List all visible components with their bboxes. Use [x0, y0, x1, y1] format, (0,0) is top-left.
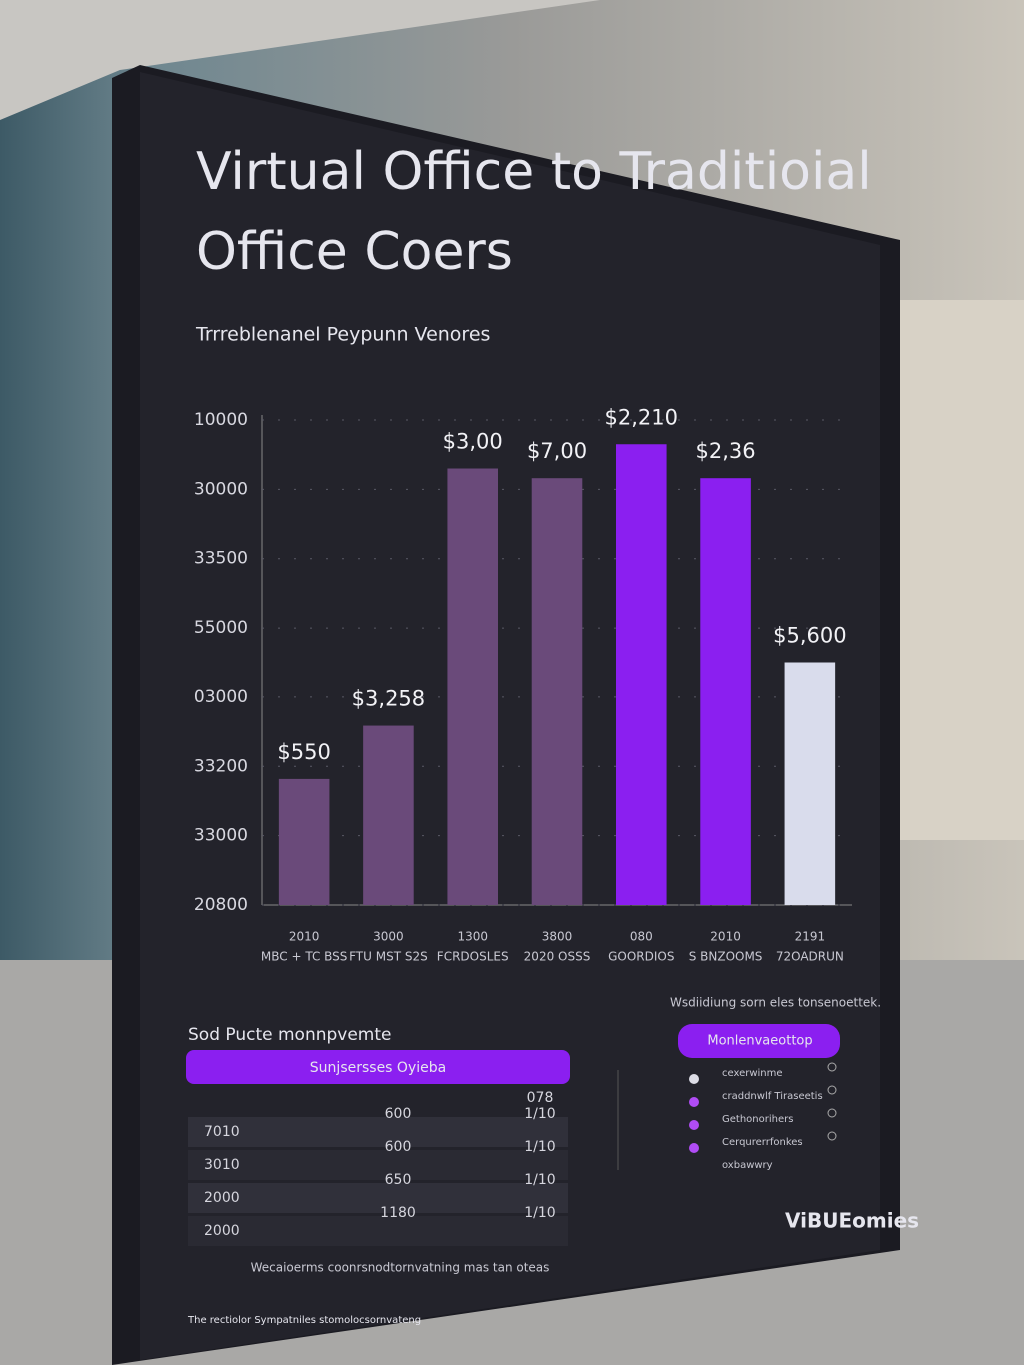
- table-cell: 1/10: [524, 1205, 555, 1221]
- y-tick-label: 10000: [194, 410, 248, 430]
- table-cell: 1/10: [524, 1139, 555, 1155]
- value-label: $2,36: [696, 439, 756, 463]
- x-tick-label: 1300: [457, 930, 488, 944]
- note: Wecaioerms coonrsnodtornvatning mas tan …: [251, 1261, 550, 1275]
- x-tick-sublabel: MBC + TC BSS: [261, 950, 348, 964]
- table-cell: 3010: [204, 1157, 240, 1173]
- item-icon: [689, 1074, 699, 1084]
- table-cell: 1180: [380, 1205, 416, 1221]
- building: [880, 300, 1024, 840]
- value-label: $550: [277, 740, 330, 764]
- ceiling: [0, 0, 600, 120]
- table-cell: 600: [385, 1106, 412, 1122]
- x-tick-sublabel: 72OADRUN: [776, 950, 844, 964]
- bar: [363, 725, 414, 905]
- bar: [531, 478, 583, 905]
- x-tick-sublabel: FTU MST S2S: [349, 950, 428, 964]
- bar: [278, 778, 330, 905]
- table-cell: 1/10: [524, 1172, 555, 1188]
- left-button[interactable]: [186, 1050, 570, 1084]
- header-value: 078: [527, 1090, 554, 1106]
- value-label: $2,210: [605, 405, 678, 429]
- list-item: Gethonorihers: [722, 1114, 793, 1125]
- x-tick-sublabel: S BNZOOMS: [689, 950, 763, 964]
- left-heading: Sod Pucte monnpvemte: [188, 1025, 392, 1045]
- table-row: [188, 1183, 568, 1213]
- list-item: craddnwlf Tiraseetis: [722, 1091, 823, 1102]
- y-tick-label: 33500: [194, 549, 248, 569]
- item-icon: [689, 1143, 699, 1153]
- x-tick-label: 2191: [795, 930, 826, 944]
- fineprint: The rectiolor Sympatniles stomolocsornva…: [187, 1315, 421, 1326]
- table-row: [188, 1150, 568, 1180]
- right-button-label: Monlenvaeottop: [707, 1034, 812, 1049]
- table-row: [188, 1117, 568, 1147]
- list: cexerwinme craddnwlf Tiraseetis Gethonorih…: [689, 1062, 837, 1171]
- x-tick-label: 2010: [289, 930, 320, 944]
- left-button-label: Sunjsersses Oyieba: [310, 1060, 446, 1076]
- item-mark: [827, 1108, 837, 1118]
- table: 7010 600 1/10 3010 600 1/10 2000 650 1/10 2000 118…: [188, 1106, 568, 1246]
- table-cell: 2000: [204, 1190, 240, 1206]
- x-tick-label: 3000: [373, 930, 404, 944]
- x-tick-sublabel: 2020 OSSS: [524, 950, 591, 964]
- table-cell: 600: [385, 1139, 412, 1155]
- y-tick-label: 30000: [194, 479, 248, 499]
- bar: [616, 444, 667, 905]
- item-mark: [827, 1062, 837, 1072]
- brand: ViBUEomies: [785, 1209, 919, 1233]
- x-tick-sublabel: FCRDOSLES: [437, 950, 509, 964]
- x-tick-label: 2010: [710, 930, 741, 944]
- value-label: $7,00: [527, 439, 587, 463]
- y-tick-label: 20800: [194, 895, 248, 915]
- item-mark: [827, 1085, 837, 1095]
- table-cell: 7010: [204, 1124, 240, 1140]
- bar: [447, 468, 498, 905]
- list-item: Cerqurerrfonkes: [722, 1137, 803, 1148]
- item-icon: [689, 1120, 699, 1130]
- list-item: cexerwinme: [722, 1068, 783, 1079]
- table-row: [188, 1216, 568, 1246]
- bar: [700, 478, 751, 905]
- table-cell: 1/10: [524, 1106, 555, 1122]
- y-tick-label: 33000: [194, 826, 248, 846]
- right-heading: Wsdiidiung sorn eles tonsenoettek.: [670, 996, 881, 1010]
- item-mark: [827, 1131, 837, 1141]
- y-tick-label: 55000: [194, 618, 248, 638]
- x-tick-label: 3800: [542, 930, 573, 944]
- title-line-2: Office Coers: [196, 222, 513, 282]
- bar: [784, 662, 836, 905]
- list-item: oxbawwry: [722, 1160, 773, 1171]
- x-tick-sublabel: GOORDIOS: [608, 950, 674, 964]
- title-line-1: Virtual Office to Traditioial: [196, 142, 872, 202]
- table-cell: 2000: [204, 1223, 240, 1239]
- right-button[interactable]: [678, 1024, 840, 1058]
- subtitle: Trrreblenanel Peypunn Venores: [195, 324, 490, 346]
- value-label: $5,600: [773, 624, 846, 648]
- item-icon: [689, 1097, 699, 1107]
- value-label: $3,258: [352, 687, 425, 711]
- table-cell: 650: [385, 1172, 412, 1188]
- y-tick-label: 33200: [194, 756, 248, 776]
- chart: 20800 33000 33200 03000 55000 33500 30000 10000…: [194, 405, 852, 964]
- y-tick-label: 03000: [194, 687, 248, 707]
- x-tick-label: 080: [630, 930, 653, 944]
- value-label: $3,00: [443, 430, 503, 454]
